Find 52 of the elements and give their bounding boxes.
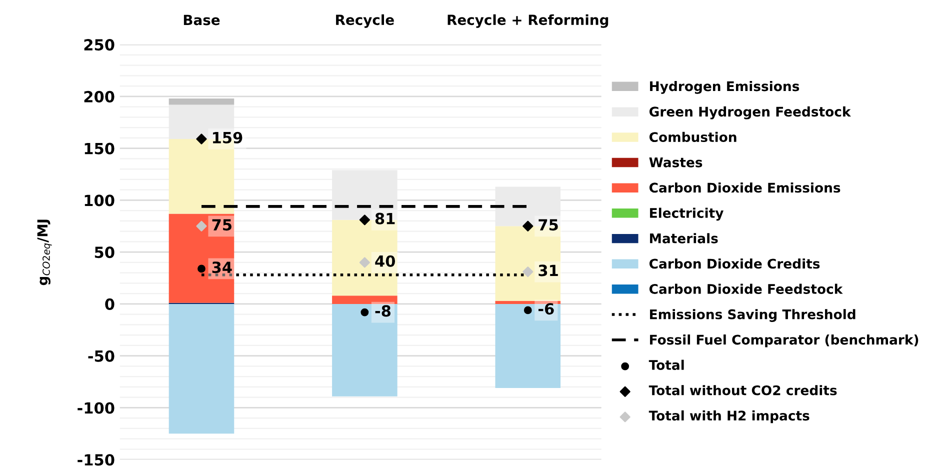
y-tick-label: 200 — [84, 90, 114, 102]
x-tick-label: Recycle — [336, 14, 394, 28]
legend-label: Carbon Dioxide Emissions — [649, 182, 840, 193]
y-tick-label: -50 — [88, 350, 114, 362]
point — [522, 220, 534, 232]
y-tick-label: 100 — [84, 194, 114, 206]
point — [196, 134, 207, 144]
data-label: 159 — [213, 132, 242, 144]
y-tick-label: -150 — [78, 454, 114, 466]
bar — [168, 304, 234, 434]
y-tick-label: 0 — [105, 298, 114, 310]
data-label: 75 — [212, 219, 232, 231]
y-tick-label: -100 — [78, 402, 114, 414]
bar — [495, 300, 561, 304]
legend-label: Emissions Saving Threshold — [650, 309, 856, 322]
data-label: 34 — [212, 262, 232, 274]
legend-label: Total with H2 impacts — [648, 410, 810, 424]
x-tick-label: Recycle + Reforming — [448, 14, 608, 28]
y-axis-title: g$_{CO2eq}$/MJ — [37, 220, 52, 286]
legend-label: Electricity — [650, 208, 724, 221]
legend-label: Materials — [650, 233, 718, 244]
data-label: 31 — [538, 264, 558, 276]
point — [359, 257, 370, 268]
legend-label: Carbon Dioxide Credits — [649, 258, 820, 269]
data-label: -6 — [538, 303, 554, 315]
y-tick-label: 150 — [84, 142, 114, 154]
bar — [168, 98, 234, 105]
y-tick-label: 250 — [84, 39, 114, 51]
legend-label: Green Hydrogen Feedstock — [649, 106, 851, 120]
x-tick-label: Base — [184, 14, 220, 26]
point — [522, 266, 534, 278]
bar — [332, 304, 398, 396]
legend-label: Total — [648, 360, 684, 370]
legend-label: Fossil Fuel Comparator (benchmark) — [650, 334, 918, 348]
point — [359, 214, 370, 226]
bar — [495, 304, 561, 388]
legend-label: Hydrogen Emissions — [650, 81, 800, 94]
legend-label: Wastes — [649, 158, 702, 168]
data-label: -8 — [375, 305, 391, 317]
bar — [168, 214, 234, 303]
point — [524, 306, 532, 314]
legend-label: Carbon Dioxide Feedstock — [649, 284, 843, 294]
point — [198, 264, 206, 273]
legend-label: Combustion — [649, 132, 736, 142]
point — [196, 220, 207, 232]
data-label: 81 — [375, 212, 395, 224]
bar — [332, 296, 398, 304]
point — [360, 308, 369, 316]
legend-label: Total without CO2 credits — [648, 385, 837, 396]
y-tick-label: 50 — [94, 246, 114, 258]
data-label: 40 — [375, 255, 396, 267]
data-label: 75 — [538, 219, 558, 231]
